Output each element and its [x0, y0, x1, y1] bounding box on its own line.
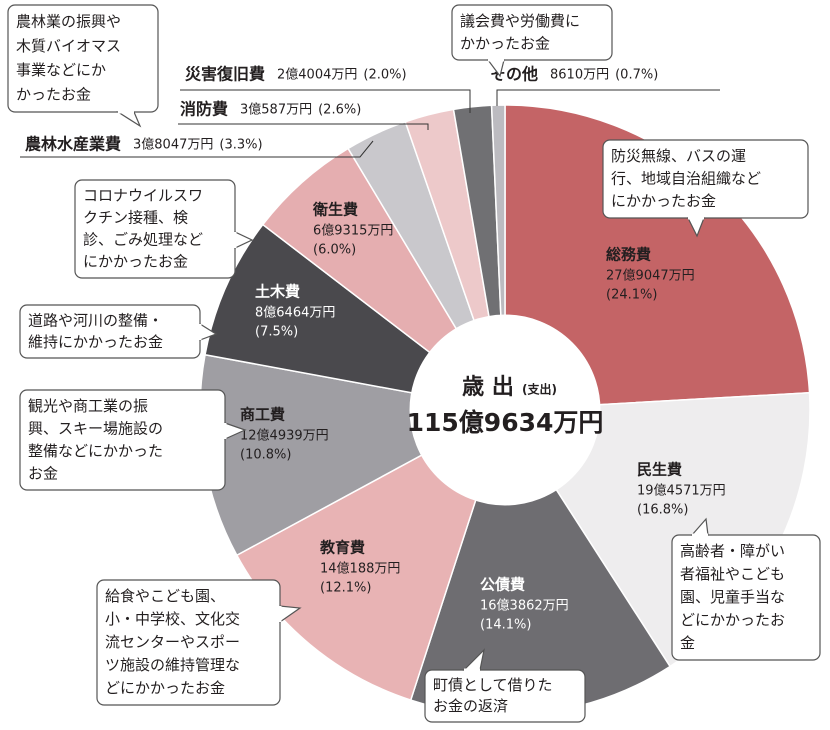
- slice-name: 民生費: [637, 461, 682, 479]
- slice-amount: 27億9047万円: [606, 268, 695, 284]
- slice-name: 教育費: [319, 539, 365, 557]
- callout-text: 観光や商工業の振: [28, 397, 148, 415]
- callout-text: 金: [680, 634, 695, 652]
- slice-percent: (2.0%): [363, 68, 406, 83]
- callout-box: [671, 534, 821, 661]
- callout-text: 道路や河川の整備・: [28, 311, 163, 329]
- callout-text: 給食やこども園、: [105, 587, 225, 605]
- slice-percent: (14.1%): [480, 618, 531, 633]
- slice-percent: (6.0%): [313, 243, 356, 258]
- slice-percent: (10.8%): [240, 448, 291, 463]
- callout-text: 興、スキー場施設の: [28, 419, 163, 437]
- callout-box: [7, 4, 159, 113]
- callout-text: 行、地域自治組織など: [611, 170, 761, 188]
- callout-text: 流センターやスポー: [105, 633, 240, 651]
- callout-text: にかかったお金: [83, 253, 188, 271]
- center-title: 歳 出: [462, 375, 514, 400]
- callout-text: にかかったお金: [611, 192, 716, 210]
- callout-text: ツ施設の維持管理な: [105, 656, 240, 674]
- slice-percent: (2.6%): [318, 103, 361, 118]
- leader-line: [20, 140, 374, 158]
- slice-name: 衛生費: [312, 201, 358, 219]
- callout-text: かかったお金: [460, 34, 550, 52]
- leader-line: [180, 89, 471, 113]
- slice-percent: (3.3%): [219, 138, 262, 153]
- donut-hole: [409, 314, 601, 506]
- callout-text: 者福祉やこども: [680, 565, 785, 583]
- callout-text: どにかかったお金: [105, 679, 225, 697]
- callout-text: 事業などにか: [16, 61, 106, 79]
- callout-box: [19, 389, 226, 491]
- slice-name: 公債費: [480, 576, 525, 594]
- callout-box: [602, 139, 809, 219]
- callout-box: [451, 4, 613, 61]
- callout-text: 議会費や労働費に: [460, 12, 580, 30]
- callout-text: 木質バイオマス: [16, 37, 121, 55]
- callout-text: お金の返済: [433, 697, 508, 715]
- slice-name: 商工費: [240, 406, 285, 424]
- center-total: 115億9634万円: [407, 408, 604, 437]
- slice-amount: 19億4571万円: [637, 483, 726, 499]
- slice-name: 災害復旧費: [185, 65, 265, 84]
- callout-text: 診、ごみ処理など: [83, 231, 203, 249]
- callout-text: かったお金: [16, 85, 91, 103]
- slice-name: 土木費: [255, 283, 300, 301]
- slice-percent: (0.7%): [615, 68, 658, 83]
- center-subtitle: (支出): [522, 382, 557, 397]
- callout-text: 防災無線、バスの運: [611, 147, 746, 165]
- callout-text: お金: [28, 464, 58, 482]
- leader-line: [496, 89, 720, 106]
- slice-amount: 14億188万円: [320, 561, 400, 577]
- slice-percent: (12.1%): [320, 581, 371, 596]
- slice-amount: 2億4004万円: [277, 67, 357, 83]
- callout-text: 小・中学校、文化交: [105, 610, 240, 628]
- callout-text: 園、児童手当な: [680, 588, 785, 606]
- callout-text: どにかかったお: [680, 611, 785, 629]
- slice-amount: 3億587万円: [240, 102, 312, 118]
- slice-amount: 12億4939万円: [240, 428, 329, 444]
- pie-slice: [235, 408, 507, 702]
- callout-text: 高齢者・障がい: [680, 542, 785, 560]
- slice-percent: (24.1%): [606, 288, 657, 303]
- callout-box: [74, 179, 236, 279]
- slice-name: 総務費: [606, 246, 651, 264]
- slice-percent: (16.8%): [637, 503, 688, 518]
- callout-text: 維持にかかったお金: [28, 333, 163, 351]
- slice-name: 消防費: [180, 100, 228, 119]
- slice-amount: 16億3862万円: [480, 598, 569, 614]
- slice-amount: 8610万円: [550, 68, 609, 83]
- callout-box: [424, 669, 586, 723]
- slice-amount: 3億8047万円: [133, 137, 213, 153]
- leader-line: [178, 123, 429, 130]
- slice-name: 農林水産業費: [25, 135, 121, 154]
- slice-amount: 8億6464万円: [255, 305, 335, 321]
- callout-text: 町債として借りた: [433, 676, 553, 694]
- callout-box: [96, 579, 281, 706]
- slice-percent: (7.5%): [255, 325, 298, 340]
- callout-text: コロナウイルスワ: [83, 187, 203, 205]
- callout-text: 整備などにかかった: [28, 442, 163, 460]
- callout-tail: [115, 111, 142, 128]
- slice-amount: 6億9315万円: [313, 223, 393, 239]
- callout-text: 農林業の振興や: [16, 13, 121, 31]
- callout-text: クチン接種、検: [83, 209, 188, 227]
